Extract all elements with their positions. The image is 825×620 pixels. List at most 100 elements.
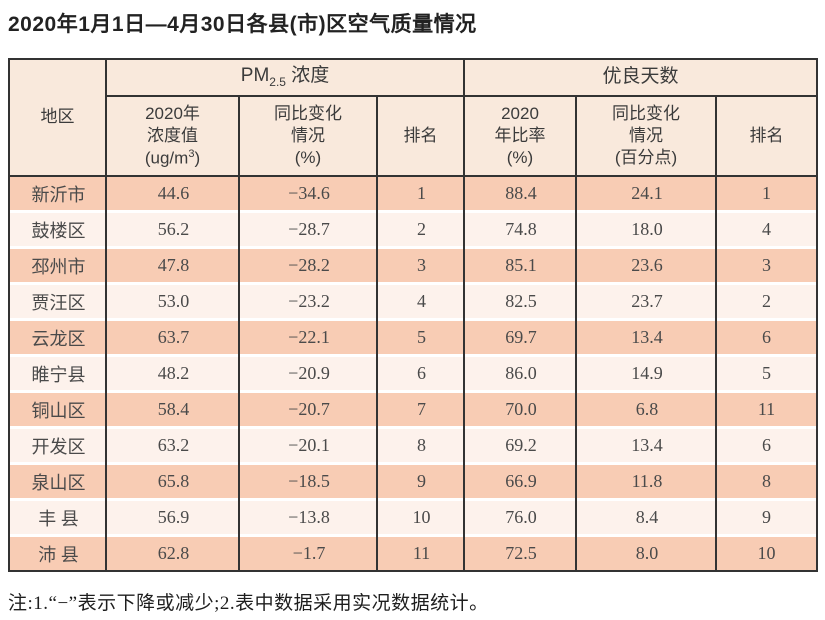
cell-pm-rank: 7 [417,399,426,419]
cell-pm-rank: 10 [412,507,431,527]
cell-good-rank: 3 [762,255,771,275]
header-pm-value: 2020年 浓度值 (ug/m3) [107,97,240,175]
header-pm-value-unit: (ug/m [144,148,189,168]
cell-good-rate: 76.0 [505,507,537,527]
cell-good-rank: 6 [762,435,771,455]
cell-region: 贾汪区 [31,292,86,313]
cell-good-change: 18.0 [631,219,663,239]
cell-pm-rank: 5 [417,327,426,347]
cell-good-rank: 5 [762,363,771,383]
table-header: 地区 PM2.5 浓度 优良天数 2020年 浓度值 (ug/m3) 同比变化 … [10,60,816,177]
pm-subscript: 2.5 [269,75,286,90]
cell-good-rank: 8 [762,471,771,491]
column-divider [575,177,577,570]
cell-good-rate: 85.1 [505,255,537,275]
cell-good-change: 23.6 [631,255,663,275]
header-group-pm25: PM2.5 浓度 [107,60,465,97]
cell-good-rank: 4 [762,219,771,239]
header-good-rate: 2020 年比率 (%) [465,97,577,175]
cell-good-rate: 88.4 [505,183,537,203]
cell-pm-change: −20.1 [288,435,330,455]
cell-pm-value: 56.9 [157,507,190,527]
header-pm-change-l3: (%) [294,148,322,168]
cell-good-change: 13.4 [631,435,663,455]
cell-pm-value: 47.8 [157,255,190,275]
cell-pm-change: −18.5 [288,471,330,491]
cell-region: 睢宁县 [31,364,86,385]
table-row: 铜山区 58.4 −20.7 7 70.0 6.8 11 [10,393,816,426]
header-pm-change: 同比变化 情况 (%) [240,97,378,175]
page-title: 2020年1月1日—4月30日各县(市)区空气质量情况 [8,13,477,36]
cell-pm-value: 44.6 [157,183,190,203]
pm-label: PM [240,65,270,87]
cell-good-rate: 86.0 [505,363,537,383]
cell-good-rank: 6 [762,327,771,347]
column-divider [463,177,465,570]
cell-pm-rank: 6 [417,363,426,383]
cell-good-rate: 70.0 [505,399,537,419]
cell-pm-value: 48.2 [157,363,190,383]
table-row: 邳州市 47.8 −28.2 3 85.1 23.6 3 [10,249,816,282]
cell-good-change: 6.8 [635,399,659,419]
header-region: 地区 [10,60,107,175]
cell-pm-change: −20.9 [288,363,330,383]
column-divider [715,177,717,570]
column-divider [238,177,240,570]
cell-good-rate: 74.8 [505,219,537,239]
cell-good-change: 24.1 [631,183,663,203]
cell-region: 开发区 [31,436,86,457]
cell-pm-value: 63.7 [157,327,190,347]
cell-good-rank: 9 [762,507,771,527]
header-group-good-days: 优良天数 [465,60,816,97]
cell-good-rate: 69.7 [505,327,537,347]
cell-pm-rank: 9 [417,471,426,491]
cell-region: 沛 县 [38,544,79,565]
table-row: 睢宁县 48.2 −20.9 6 86.0 14.9 5 [10,357,816,390]
cell-pm-change: −20.7 [288,399,330,419]
cell-good-rank: 11 [757,399,776,419]
cell-good-rank: 10 [757,543,776,563]
header-good-rate-l1: 2020 [501,103,539,123]
table-footnote: 注:1.“−”表示下降或减少;2.表中数据采用实况数据统计。 [8,593,489,614]
cell-pm-value: 53.0 [157,291,190,311]
cell-pm-value: 58.4 [157,399,190,419]
table-row: 泉山区 65.8 −18.5 9 66.9 11.8 8 [10,465,816,498]
table-row: 沛 县 62.8 −1.7 11 72.5 8.0 10 [10,537,816,570]
header-pm-value-l2: 浓度值 [146,125,198,145]
table-body: 新沂市 44.6 −34.6 1 88.4 24.1 1 鼓楼区 56.2 −2… [10,177,816,570]
cell-region: 丰 县 [38,508,79,529]
cell-good-change: 13.4 [631,327,663,347]
header-pm-change-l1: 同比变化 [274,103,342,123]
cell-pm-change: −28.2 [288,255,330,275]
cell-good-change: 14.9 [631,363,663,383]
cell-pm-value: 63.2 [157,435,190,455]
table-row: 云龙区 63.7 −22.1 5 69.7 13.4 6 [10,321,816,354]
cell-good-change: 23.7 [631,291,663,311]
cell-pm-change: −13.8 [288,507,330,527]
header-pm-change-l2: 情况 [291,125,325,145]
cell-pm-rank: 2 [417,219,426,239]
cell-pm-change: −22.1 [288,327,330,347]
cell-pm-change: −1.7 [292,543,326,563]
header-good-change-l3: (百分点) [614,148,678,168]
table-row: 新沂市 44.6 −34.6 1 88.4 24.1 1 [10,177,816,210]
cell-pm-change: −28.7 [288,219,330,239]
cell-region: 鼓楼区 [31,220,86,241]
cell-pm-rank: 11 [412,543,431,563]
header-good-change-l1: 同比变化 [612,103,680,123]
header-pm-value-l1: 2020年 [145,103,200,123]
cell-good-change: 11.8 [631,471,663,491]
table-row: 开发区 63.2 −20.1 8 69.2 13.4 6 [10,429,816,462]
pm-suffix: 浓度 [285,65,330,87]
header-good-rate-l2: 年比率 [494,125,546,145]
cell-pm-change: −34.6 [288,183,330,203]
cell-pm-rank: 8 [417,435,426,455]
cell-good-rate: 82.5 [505,291,537,311]
cell-pm-change: −23.2 [288,291,330,311]
cell-region: 邳州市 [31,256,86,277]
cell-pm-value: 62.8 [157,543,190,563]
cell-good-change: 8.4 [635,507,659,527]
cell-good-change: 8.0 [635,543,659,563]
table-row: 丰 县 56.9 −13.8 10 76.0 8.4 9 [10,501,816,534]
header-good-change-l2: 情况 [629,125,663,145]
